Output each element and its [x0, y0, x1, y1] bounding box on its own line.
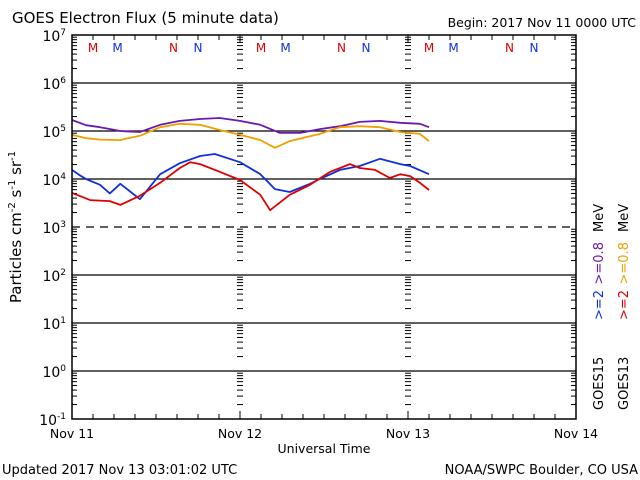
legend-entry: >=0.8: [592, 242, 607, 284]
chart-subtitle: Begin: 2017 Nov 11 0000 UTC: [448, 15, 637, 30]
mn-marker: N: [169, 41, 178, 55]
y-tick-label: 10-1: [39, 412, 66, 429]
mn-marker: N: [505, 41, 514, 55]
x-tick-label: Nov 11: [50, 426, 94, 441]
x-tick-label: Nov 12: [218, 426, 262, 441]
y-axis-label: Particles cm-2 s-1 sr-1: [7, 151, 25, 303]
legend-satellite: GOES13: [617, 357, 632, 410]
axis-minor-ticks: [72, 35, 576, 419]
y-tick-label: 100: [42, 364, 66, 381]
chart-title: GOES Electron Flux (5 minute data): [12, 9, 279, 27]
y-axis-label-text: Particles cm-2 s-1 sr-1: [7, 151, 25, 303]
legend-entry: MeV: [592, 204, 607, 232]
y-tick-label: 107: [42, 28, 66, 45]
mn-marker: N: [194, 41, 203, 55]
legend-entry: >=2: [617, 290, 632, 320]
mn-marker: M: [280, 41, 290, 55]
y-tick-label: 104: [42, 172, 66, 189]
y-tick-label: 105: [42, 124, 66, 141]
mn-marker: M: [256, 41, 266, 55]
footer-updated: Updated 2017 Nov 13 03:01:02 UTC: [2, 463, 237, 478]
mn-marker: N: [362, 41, 371, 55]
x-tick-label: Nov 14: [554, 426, 598, 441]
x-tick-label: Nov 13: [386, 426, 430, 441]
series-line-0: [71, 117, 430, 134]
series-layer: [71, 117, 430, 212]
legend-column-goes15: GOES15 >=2 >=0.8 MeV: [592, 204, 607, 410]
day-boundary-ticks: [237, 36, 411, 406]
legend-entry: >=2: [592, 290, 607, 320]
y-tick-label: 102: [42, 268, 66, 285]
y-tick-label: 101: [42, 316, 66, 333]
plot-frame: [71, 34, 577, 420]
legend-entry: MeV: [617, 204, 632, 232]
mn-marker: M: [88, 41, 98, 55]
x-axis-label: Universal Time: [278, 441, 371, 456]
legend: GOES15 >=2 >=0.8 MeV GOES13 >=2 >=0.8 MeV: [592, 204, 632, 410]
y-tick-labels: 107 106 105 104 103 102 101 100 10-1: [39, 28, 66, 429]
grid-lines: [72, 82, 576, 372]
mn-marker: M: [112, 41, 122, 55]
mn-marker: M: [424, 41, 434, 55]
y-tick-label: 106: [42, 76, 66, 93]
mn-marker: N: [337, 41, 346, 55]
legend-satellite: GOES15: [592, 357, 607, 410]
legend-column-goes13: GOES13 >=2 >=0.8 MeV: [617, 204, 632, 410]
y-tick-label: 103: [42, 220, 66, 237]
series-line-1: [71, 122, 430, 149]
x-tick-labels: Nov 11 Nov 12 Nov 13 Nov 14: [50, 426, 598, 441]
series-line-2: [71, 153, 430, 201]
mn-marker: N: [530, 41, 539, 55]
mn-marker: M: [448, 41, 458, 55]
footer-credit: NOAA/SWPC Boulder, CO USA: [445, 463, 638, 478]
legend-entry: >=0.8: [617, 242, 632, 284]
series-line-3: [71, 161, 430, 212]
